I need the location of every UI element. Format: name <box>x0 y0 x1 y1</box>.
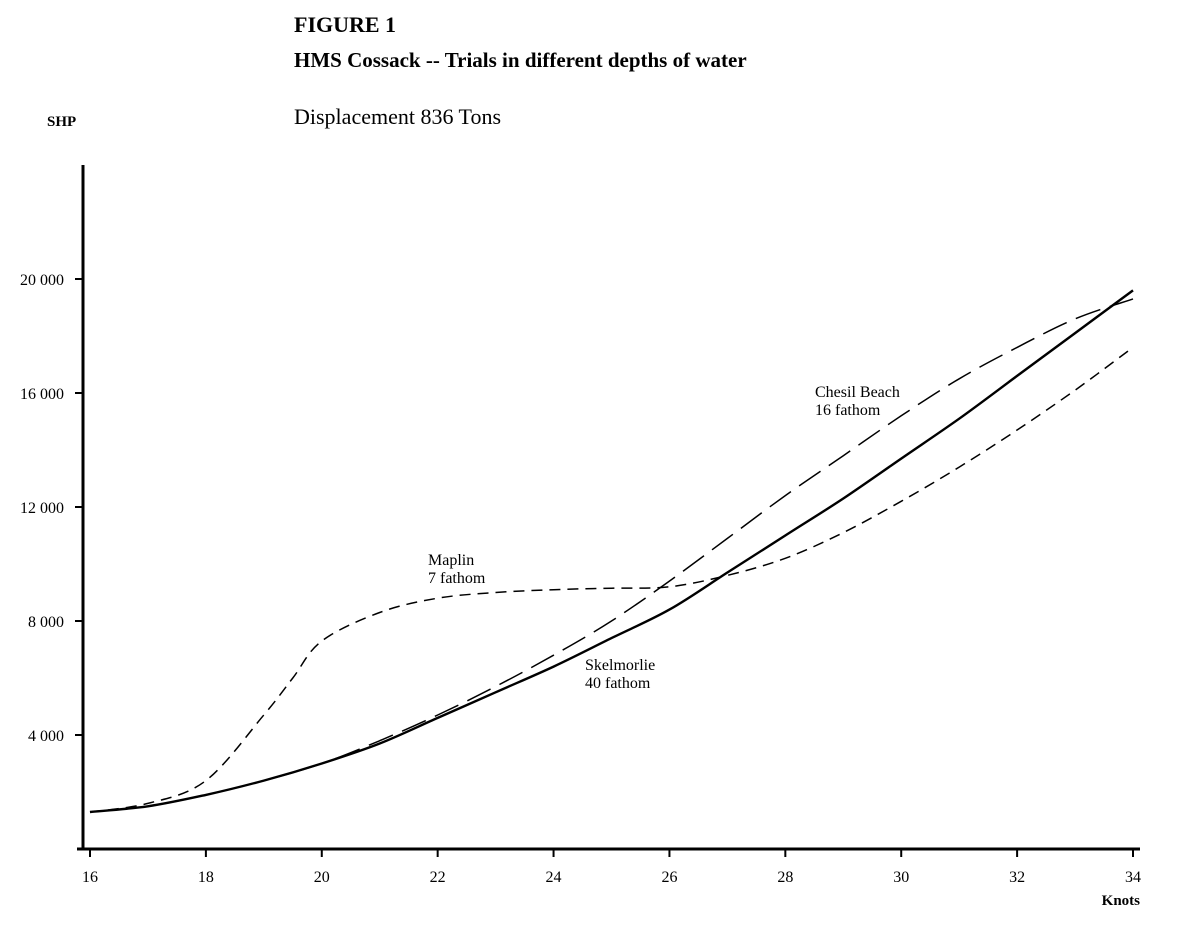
y-axis-label: SHP <box>47 114 77 130</box>
x-tick-label: 24 <box>546 869 562 886</box>
series-label-line: 16 fathom <box>815 402 881 419</box>
skelmorlie-label: Skelmorlie 40 fathom <box>585 657 655 692</box>
series-lines <box>89 289 1134 814</box>
maplin-7-fathom-line <box>89 346 1134 813</box>
maplin-label: Maplin 7 fathom <box>428 552 486 587</box>
y-tick-label: 4 000 <box>28 728 64 745</box>
series-label-line: Skelmorlie <box>585 657 655 674</box>
x-tick-label: 28 <box>777 869 793 886</box>
x-tick-label: 16 <box>82 869 98 886</box>
y-tick-label: 12 000 <box>20 500 64 517</box>
y-tick-label: 16 000 <box>20 386 64 403</box>
figure-subtitle: HMS Cossack -- Trials in different depth… <box>294 48 747 72</box>
x-tick-label: 20 <box>314 869 330 886</box>
series-label-line: Maplin <box>428 552 474 569</box>
x-tick-label: 34 <box>1125 869 1141 886</box>
axes: 16 18 20 22 24 26 28 30 32 34 4 000 8 000 12 000 16 0… <box>20 165 1141 909</box>
x-tick-label: 32 <box>1009 869 1025 886</box>
displacement-note: Displacement 836 Tons <box>294 104 502 129</box>
x-tick-label: 26 <box>661 869 677 886</box>
x-tick-label: 22 <box>430 869 446 886</box>
y-tick-label: 20 000 <box>20 272 64 289</box>
x-tick-label: 30 <box>893 869 909 886</box>
series-label-line: Chesil Beach <box>815 384 900 401</box>
series-label-line: 40 fathom <box>585 675 651 692</box>
x-axis-label: Knots <box>1102 893 1141 909</box>
chesil-beach-label: Chesil Beach 16 fathom <box>815 384 900 419</box>
series-labels: Skelmorlie 40 fathom Maplin 7 fathom Chesil … <box>428 384 900 692</box>
y-tick-label: 8 000 <box>28 614 64 631</box>
skelmorlie-40-fathom-line <box>89 289 1134 814</box>
figure-title: FIGURE 1 <box>294 12 397 37</box>
series-label-line: 7 fathom <box>428 570 486 587</box>
x-tick-label: 18 <box>198 869 214 886</box>
chesil-beach-16-fathom-line <box>89 298 1134 813</box>
